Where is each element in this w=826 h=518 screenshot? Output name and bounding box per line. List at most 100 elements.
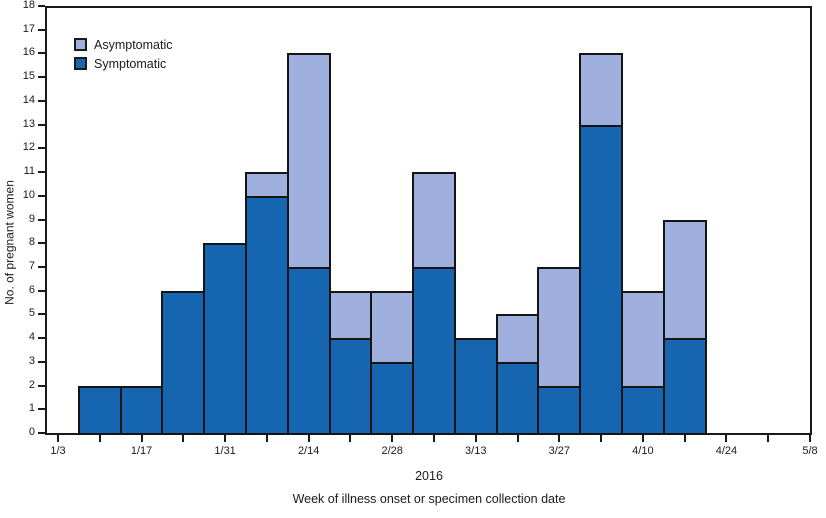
x-tick-label: 1/31 (214, 445, 236, 457)
x-tick (224, 435, 227, 442)
y-tick-label: 18 (22, 0, 35, 11)
y-tick-label: 2 (28, 378, 35, 391)
y-tick (38, 28, 45, 31)
bar-3/27 (537, 266, 582, 435)
bar-1/31 (203, 243, 247, 435)
y-tick-label: 3 (28, 354, 35, 367)
x-axis-title: Week of illness onset or specimen collec… (292, 492, 566, 506)
y-tick (38, 76, 45, 79)
bar-segment-symptomatic (621, 385, 665, 435)
bar-1/17 (119, 385, 164, 435)
y-tick (38, 52, 45, 55)
bar-segment-symptomatic (286, 266, 331, 435)
bar-4/3 (579, 53, 623, 435)
y-tick-label: 5 (28, 307, 35, 320)
bar-segment-symptomatic (370, 361, 415, 435)
y-tick-label: 8 (28, 236, 35, 249)
x-tick (391, 435, 394, 442)
asymptomatic-swatch-icon (74, 38, 87, 51)
bar-segment-symptomatic (412, 266, 456, 435)
x-tick-label: 1/17 (130, 445, 153, 457)
bar-4/17 (662, 219, 707, 435)
x-tick (725, 435, 728, 442)
bar-segment-symptomatic (579, 124, 623, 435)
symptomatic-swatch-icon (74, 57, 87, 70)
x-tick (474, 435, 477, 442)
x-tick-label: 3/27 (548, 445, 571, 457)
y-tick (38, 5, 45, 7)
y-tick (38, 360, 45, 363)
x-tick-label: 2/14 (297, 445, 320, 457)
y-tick (38, 218, 45, 221)
y-tick-label: 1 (28, 402, 35, 415)
x-tick (265, 435, 268, 442)
y-tick-label: 17 (22, 22, 35, 35)
bar-2/7 (245, 172, 289, 435)
y-tick (38, 408, 45, 411)
bar-segment-symptomatic (662, 338, 707, 435)
y-tick-label: 14 (22, 93, 35, 106)
bar-1/10 (77, 385, 122, 435)
x-tick (600, 435, 603, 442)
x-tick (140, 435, 143, 442)
y-tick-label: 16 (22, 46, 35, 59)
legend-label-asymptomatic: Asymptomatic (94, 37, 173, 52)
y-tick (38, 384, 45, 387)
y-tick-label: 7 (28, 259, 35, 272)
x-axis-year-label: 2016 (415, 469, 443, 483)
y-tick (38, 289, 45, 292)
legend-item-asymptomatic: Asymptomatic (74, 37, 173, 52)
y-tick-label: 10 (22, 188, 35, 201)
x-tick-label: 1/3 (50, 445, 66, 457)
bar-4/10 (621, 290, 665, 435)
bar-2/14 (286, 53, 331, 435)
bar-3/13 (453, 338, 498, 435)
y-tick (38, 432, 45, 434)
y-tick (38, 99, 45, 102)
y-axis-title: No. of pregnant women (2, 180, 17, 305)
bar-2/28 (370, 290, 415, 435)
y-tick (38, 171, 45, 174)
x-tick (641, 435, 644, 442)
x-tick (516, 435, 519, 442)
legend-item-symptomatic: Symptomatic (74, 56, 173, 71)
x-tick-label: 5/8 (802, 445, 818, 457)
bar-3/6 (412, 172, 456, 435)
y-tick-label: 4 (28, 331, 35, 344)
bar-segment-symptomatic (328, 338, 373, 435)
x-tick-label: 3/13 (465, 445, 487, 457)
bar-3/20 (495, 314, 540, 435)
bar-2/21 (328, 290, 373, 435)
legend-label-symptomatic: Symptomatic (94, 56, 167, 71)
x-tick (683, 435, 686, 442)
y-tick (38, 337, 45, 340)
legend: Asymptomatic Symptomatic (74, 37, 173, 75)
y-tick-label: 13 (22, 117, 35, 130)
x-tick-label: 4/10 (632, 445, 654, 457)
y-tick (38, 123, 45, 126)
x-tick (558, 435, 561, 442)
x-tick (809, 435, 811, 442)
x-tick (433, 435, 435, 442)
bar-segment-symptomatic (245, 195, 289, 435)
x-tick (349, 435, 352, 442)
x-tick (307, 435, 310, 442)
y-tick (38, 242, 45, 245)
bar-segment-symptomatic (495, 361, 540, 435)
y-tick (38, 194, 45, 197)
y-tick-label: 0 (28, 426, 35, 438)
y-tick (38, 313, 45, 316)
x-tick-label: 4/24 (715, 445, 738, 457)
y-tick (38, 265, 45, 268)
y-tick-label: 15 (22, 70, 35, 83)
y-tick-label: 9 (28, 212, 35, 225)
x-tick (182, 435, 185, 442)
bar-1/24 (161, 290, 206, 435)
x-tick-label: 2/28 (381, 445, 403, 457)
bar-segment-symptomatic (537, 385, 582, 435)
x-tick (98, 435, 101, 442)
y-tick-label: 12 (22, 141, 35, 154)
x-tick (767, 435, 770, 442)
y-tick-label: 6 (28, 283, 35, 296)
